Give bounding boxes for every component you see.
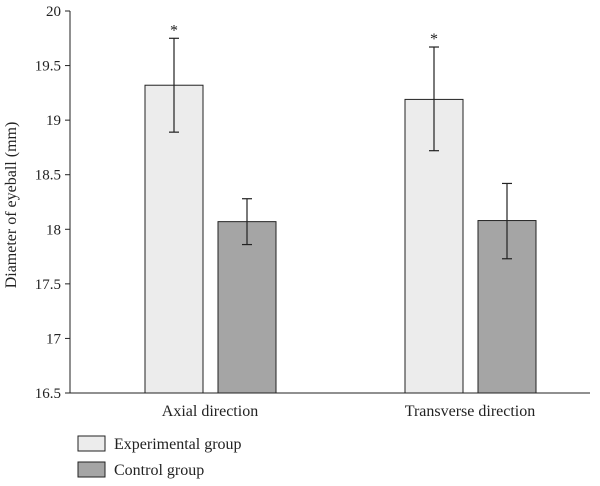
x-category-label: Transverse direction bbox=[405, 403, 536, 420]
y-tick-label: 19.5 bbox=[35, 59, 61, 75]
y-tick-label: 19 bbox=[46, 113, 61, 129]
legend: Experimental group Control group bbox=[77, 435, 242, 479]
error-bars: ** bbox=[169, 22, 512, 260]
significance-marker: * bbox=[430, 31, 438, 48]
y-tick-label: 18 bbox=[46, 222, 61, 238]
legend-swatch bbox=[77, 435, 106, 452]
y-tick-label: 17.5 bbox=[35, 277, 61, 293]
y-tick-label: 16.5 bbox=[35, 386, 61, 402]
x-category-label: Axial direction bbox=[162, 403, 258, 420]
y-tick-label: 18.5 bbox=[35, 168, 61, 184]
y-axis-ticks: 16.5 17 17.5 18 18.5 19 19.5 20 bbox=[35, 4, 70, 402]
significance-marker: * bbox=[170, 22, 178, 39]
legend-label: Control group bbox=[114, 462, 204, 479]
legend-swatch bbox=[77, 461, 106, 478]
bar-control-1 bbox=[477, 220, 537, 394]
y-tick-label: 20 bbox=[46, 4, 61, 20]
bar-control-0 bbox=[217, 221, 277, 394]
legend-label: Experimental group bbox=[114, 436, 242, 453]
bars bbox=[144, 84, 537, 394]
y-tick-label: 17 bbox=[46, 331, 62, 347]
x-axis-labels: Axial direction Transverse direction bbox=[162, 403, 535, 420]
y-axis-label: Diameter of eyeball (mm) bbox=[3, 122, 20, 289]
